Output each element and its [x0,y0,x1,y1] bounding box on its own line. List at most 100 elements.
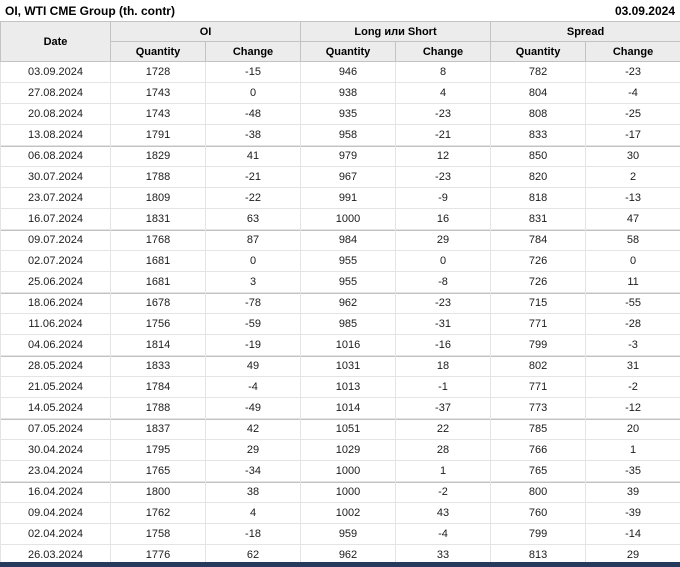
cell-spread-quantity: 782 [490,61,587,83]
cell-spread-quantity: 833 [490,124,587,146]
cell-date: 02.04.2024 [0,523,111,545]
cell-long-short-quantity: 1031 [300,355,396,377]
cell-long-short-quantity: 955 [300,250,396,272]
cot-table: Date OI Long или Short Spread Quantity C… [0,21,680,566]
table-row: 23.07.2024 1809 -22 991 -9 818 -13 [0,187,680,209]
cell-oi-quantity: 1788 [110,166,206,188]
cell-long-short-change: 43 [394,502,492,524]
cell-spread-change: -23 [585,61,680,83]
cell-date: 04.06.2024 [0,334,111,356]
page-title: OI, WTI CME Group (th. contr) [5,4,175,18]
cell-oi-change: 87 [205,229,301,251]
cell-oi-quantity: 1831 [110,208,206,230]
cell-oi-change: -38 [205,124,301,146]
cell-long-short-quantity: 967 [300,166,396,188]
col-subheader-ls-change: Change [394,41,492,62]
col-group-spread: Spread [490,21,680,42]
cell-oi-change: 0 [205,250,301,272]
cell-long-short-quantity: 946 [300,61,396,83]
cell-oi-quantity: 1743 [110,103,206,125]
cell-long-short-change: 4 [394,82,492,104]
cell-spread-change: 30 [585,145,680,167]
cell-long-short-quantity: 958 [300,124,396,146]
cell-spread-quantity: 808 [490,103,587,125]
cell-spread-change: -39 [585,502,680,524]
cell-oi-change: -21 [205,166,301,188]
cell-oi-change: 41 [205,145,301,167]
cell-spread-change: 31 [585,355,680,377]
cell-date: 14.05.2024 [0,397,111,419]
cell-oi-quantity: 1678 [110,292,206,314]
cell-date: 16.04.2024 [0,481,111,503]
table-header: Date OI Long или Short Spread Quantity C… [0,21,680,62]
cell-long-short-quantity: 1029 [300,439,396,461]
cell-long-short-change: 28 [394,439,492,461]
cell-long-short-quantity: 979 [300,145,396,167]
cell-oi-quantity: 1791 [110,124,206,146]
cell-oi-quantity: 1756 [110,313,206,335]
cell-long-short-change: -2 [394,481,492,503]
cell-long-short-quantity: 935 [300,103,396,125]
table-row: 25.06.2024 1681 3 955 -8 726 11 [0,271,680,293]
cell-date: 16.07.2024 [0,208,111,230]
cell-oi-quantity: 1762 [110,502,206,524]
cell-oi-change: -19 [205,334,301,356]
table-row: 18.06.2024 1678 -78 962 -23 715 -55 [0,292,680,314]
cell-spread-change: -14 [585,523,680,545]
cell-oi-change: -15 [205,61,301,83]
cell-long-short-quantity: 955 [300,271,396,293]
cell-oi-change: 3 [205,271,301,293]
cell-spread-quantity: 726 [490,250,587,272]
col-subheader-spread-change: Change [585,41,680,62]
cell-spread-quantity: 831 [490,208,587,230]
cell-oi-change: -48 [205,103,301,125]
cell-long-short-change: 22 [394,418,492,440]
cell-long-short-change: -4 [394,523,492,545]
cell-spread-change: -28 [585,313,680,335]
cell-date: 18.06.2024 [0,292,111,314]
title-bar: OI, WTI CME Group (th. contr) 03.09.2024 [0,0,680,21]
cell-spread-change: -25 [585,103,680,125]
cell-long-short-quantity: 1000 [300,460,396,482]
col-subheader-oi-quantity: Quantity [110,41,206,62]
cell-spread-change: -35 [585,460,680,482]
col-subheader-spread-quantity: Quantity [490,41,587,62]
table-row: 13.08.2024 1791 -38 958 -21 833 -17 [0,124,680,146]
cell-date: 25.06.2024 [0,271,111,293]
cell-long-short-change: -9 [394,187,492,209]
cell-oi-quantity: 1809 [110,187,206,209]
cell-spread-change: 47 [585,208,680,230]
cell-long-short-quantity: 938 [300,82,396,104]
cell-date: 20.08.2024 [0,103,111,125]
cell-spread-quantity: 799 [490,334,587,356]
cell-long-short-quantity: 959 [300,523,396,545]
cell-long-short-change: 0 [394,250,492,272]
cell-long-short-quantity: 985 [300,313,396,335]
cell-oi-quantity: 1765 [110,460,206,482]
cell-spread-change: -17 [585,124,680,146]
cell-date: 02.07.2024 [0,250,111,272]
cell-oi-change: -49 [205,397,301,419]
cell-spread-quantity: 804 [490,82,587,104]
cell-spread-change: 20 [585,418,680,440]
table-row: 30.04.2024 1795 29 1029 28 766 1 [0,439,680,461]
header-group-row: Date OI Long или Short Spread [0,21,680,62]
cell-oi-change: 62 [205,544,301,566]
cell-spread-change: 1 [585,439,680,461]
cell-spread-change: -12 [585,397,680,419]
table-row: 27.08.2024 1743 0 938 4 804 -4 [0,82,680,104]
cell-date: 30.04.2024 [0,439,111,461]
cell-spread-quantity: 760 [490,502,587,524]
cell-long-short-quantity: 1014 [300,397,396,419]
cell-oi-quantity: 1837 [110,418,206,440]
cell-long-short-quantity: 1000 [300,481,396,503]
col-group-oi: OI [110,21,301,42]
table-row: 28.05.2024 1833 49 1031 18 802 31 [0,355,680,377]
cell-oi-quantity: 1728 [110,61,206,83]
col-header-date: Date [0,21,111,62]
cell-spread-change: 29 [585,544,680,566]
cell-date: 21.05.2024 [0,376,111,398]
cell-spread-quantity: 771 [490,313,587,335]
table-row: 20.08.2024 1743 -48 935 -23 808 -25 [0,103,680,125]
